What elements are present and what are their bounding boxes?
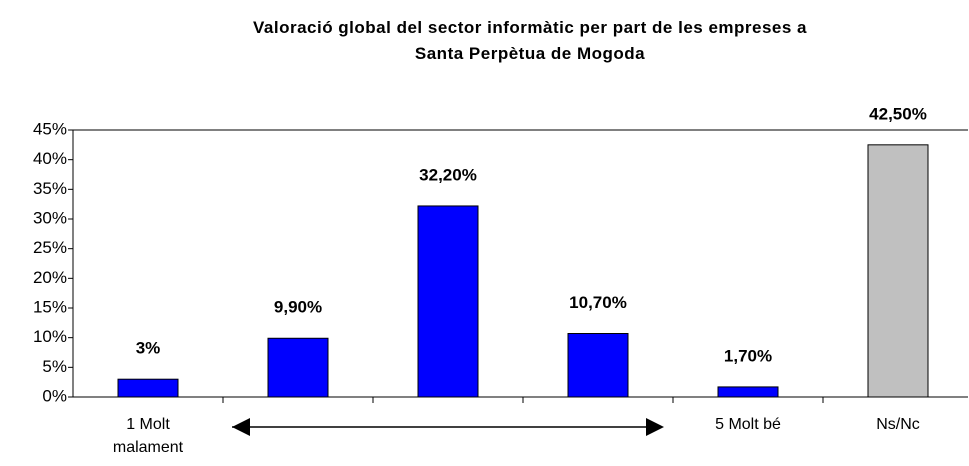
value-label: 3%: [136, 339, 161, 358]
x-tick-label: 5 Molt bé: [715, 416, 781, 433]
y-tick-label: 0%: [42, 386, 67, 405]
x-tick-label: 1 Molt malament: [112, 416, 184, 456]
value-label: 42,50%: [869, 104, 927, 123]
bar: [417, 205, 479, 398]
arrow-head: [232, 418, 250, 436]
value-label: 1,70%: [724, 346, 772, 365]
y-tick-label: 40%: [33, 149, 67, 168]
bar: [867, 144, 929, 398]
bar: [117, 378, 179, 398]
y-tick-label: 20%: [33, 268, 67, 287]
arrow-head: [646, 418, 664, 436]
y-tick-label: 10%: [33, 327, 67, 346]
y-tick-label: 45%: [33, 119, 67, 138]
value-label: 10,70%: [569, 293, 627, 312]
y-tick-label: 25%: [33, 238, 67, 257]
bar: [267, 337, 329, 398]
y-tick-label: 30%: [33, 208, 67, 227]
y-tick-label: 5%: [42, 357, 67, 376]
y-tick-label: 35%: [33, 179, 67, 198]
x-tick-label: Ns/Nc: [876, 416, 920, 433]
chart-title: Santa Perpètua de Mogoda: [414, 44, 646, 63]
chart-title: Valoració global del sector informàtic p…: [252, 18, 808, 37]
bar: [567, 333, 629, 398]
bar: [717, 386, 779, 398]
value-label: 9,90%: [274, 298, 322, 317]
y-tick-label: 15%: [33, 297, 67, 316]
value-label: 32,20%: [419, 165, 477, 184]
